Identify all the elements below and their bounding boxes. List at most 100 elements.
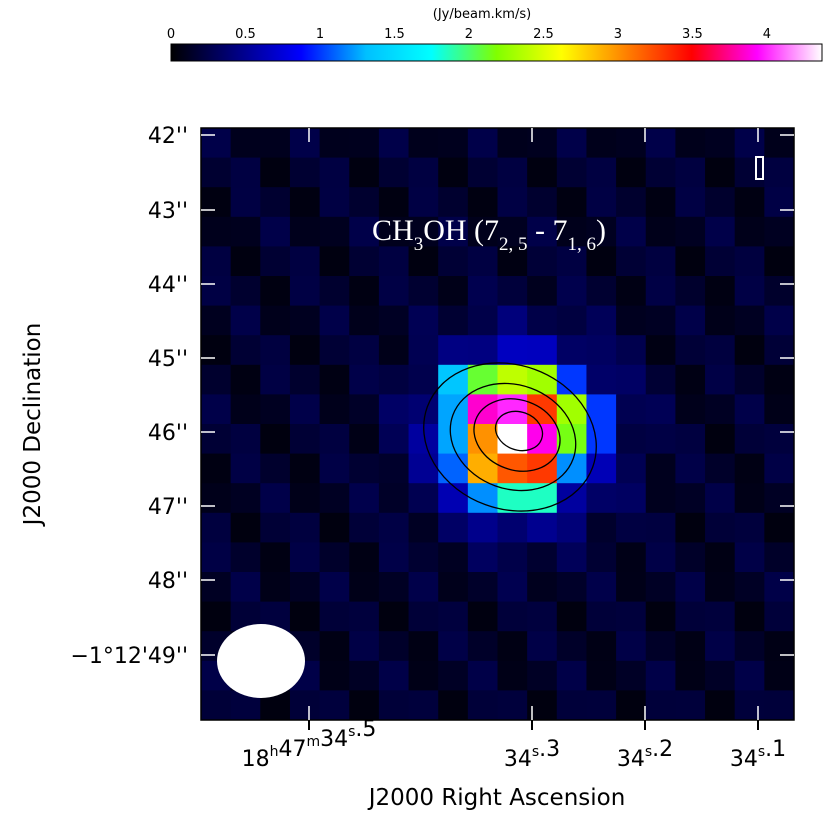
map-cell	[527, 631, 558, 662]
map-cell	[438, 305, 469, 336]
map-cell	[349, 424, 380, 455]
map-cell	[705, 187, 736, 218]
map-cell	[616, 157, 647, 188]
map-cell	[705, 157, 736, 188]
dec-tick-label: 43''	[148, 199, 188, 224]
map-cell	[616, 305, 647, 336]
map-cell	[705, 216, 736, 247]
map-cell	[467, 601, 499, 632]
map-cell	[349, 364, 380, 395]
map-cell	[705, 128, 736, 159]
x-axis-title: J2000 Right Ascension	[367, 785, 626, 811]
map-cell	[586, 187, 617, 218]
map-cell	[260, 305, 291, 336]
map-cell	[675, 572, 706, 603]
map-cell	[230, 276, 261, 307]
colorbar-ticks: 0 0.5 1 1.5 2 2.5 3 3.5 4	[167, 27, 771, 42]
dec-tick-label: 44''	[148, 273, 188, 298]
map-cell	[645, 512, 676, 543]
map-cell	[527, 601, 558, 632]
map-cell	[467, 631, 499, 662]
map-cell	[705, 394, 736, 425]
map-cell	[645, 364, 676, 395]
map-cell	[675, 453, 706, 484]
map-cell	[260, 394, 291, 425]
map-cell	[527, 542, 558, 573]
map-cell	[230, 216, 261, 247]
map-cell	[764, 512, 794, 543]
map-cell	[230, 246, 261, 277]
map-cell	[408, 572, 439, 603]
map-cell	[586, 305, 617, 336]
map-cell	[734, 572, 765, 603]
colorbar-tick-label: 4	[763, 27, 771, 42]
map-cell	[201, 187, 232, 218]
map-cell	[645, 690, 676, 720]
map-cell	[408, 364, 439, 395]
map-cell	[764, 157, 794, 188]
map-cell	[764, 187, 794, 218]
map-cell	[527, 157, 558, 188]
map-cell	[289, 453, 321, 484]
map-cell	[408, 631, 439, 662]
map-cell	[586, 512, 617, 543]
map-title: CH3OH (72, 5 - 71, 6)	[372, 214, 606, 255]
map-cell	[438, 512, 469, 543]
map-cell	[319, 424, 350, 455]
map-cell	[497, 305, 528, 336]
map-cell	[645, 483, 676, 514]
map-cell	[616, 424, 647, 455]
map-cell	[319, 128, 350, 159]
map-cell	[467, 276, 499, 307]
map-cell	[645, 424, 676, 455]
map-cell	[467, 187, 499, 218]
map-cell	[319, 690, 350, 720]
map-cell	[289, 305, 321, 336]
map-cells	[201, 128, 794, 720]
map-cell	[556, 216, 588, 247]
map-cell	[201, 483, 232, 514]
map-cell	[319, 335, 350, 366]
map-cell	[616, 394, 647, 425]
map-cell	[705, 483, 736, 514]
colorbar-tick-label: 2	[465, 27, 473, 42]
map-cell	[378, 187, 410, 218]
map-cell	[408, 216, 439, 247]
map-cell	[230, 305, 261, 336]
dec-tick-label: 42''	[148, 124, 188, 149]
map-cell	[289, 157, 321, 188]
colorbar-tick-label: 2.5	[533, 27, 554, 42]
map-cell	[349, 483, 380, 514]
map-cell	[527, 276, 558, 307]
map-cell	[319, 660, 350, 691]
map-cell	[438, 128, 469, 159]
map-cell	[438, 690, 469, 720]
map-cell	[556, 631, 588, 662]
map-cell	[408, 128, 439, 159]
map-cell	[645, 601, 676, 632]
map-cell	[616, 690, 647, 720]
map-cell	[230, 128, 261, 159]
map-cell	[734, 483, 765, 514]
colorbar-tick-label: 1	[316, 27, 324, 42]
map-cell	[201, 394, 232, 425]
map-cell	[260, 187, 291, 218]
map-cell	[556, 305, 588, 336]
map-cell	[467, 246, 499, 277]
map-cell	[349, 453, 380, 484]
map-cell	[675, 483, 706, 514]
map-cell	[705, 305, 736, 336]
map-cell	[201, 572, 232, 603]
map-cell	[378, 128, 410, 159]
map-cell	[289, 512, 321, 543]
map-cell	[408, 542, 439, 573]
map-cell	[349, 246, 380, 277]
map-cell	[260, 364, 291, 395]
map-cell	[705, 276, 736, 307]
dec-tick-label: −1°12'49''	[70, 644, 188, 669]
map-cell	[645, 276, 676, 307]
map-cell	[408, 305, 439, 336]
map-cell	[497, 660, 528, 691]
map-cell	[408, 690, 439, 720]
map-cell	[734, 394, 765, 425]
